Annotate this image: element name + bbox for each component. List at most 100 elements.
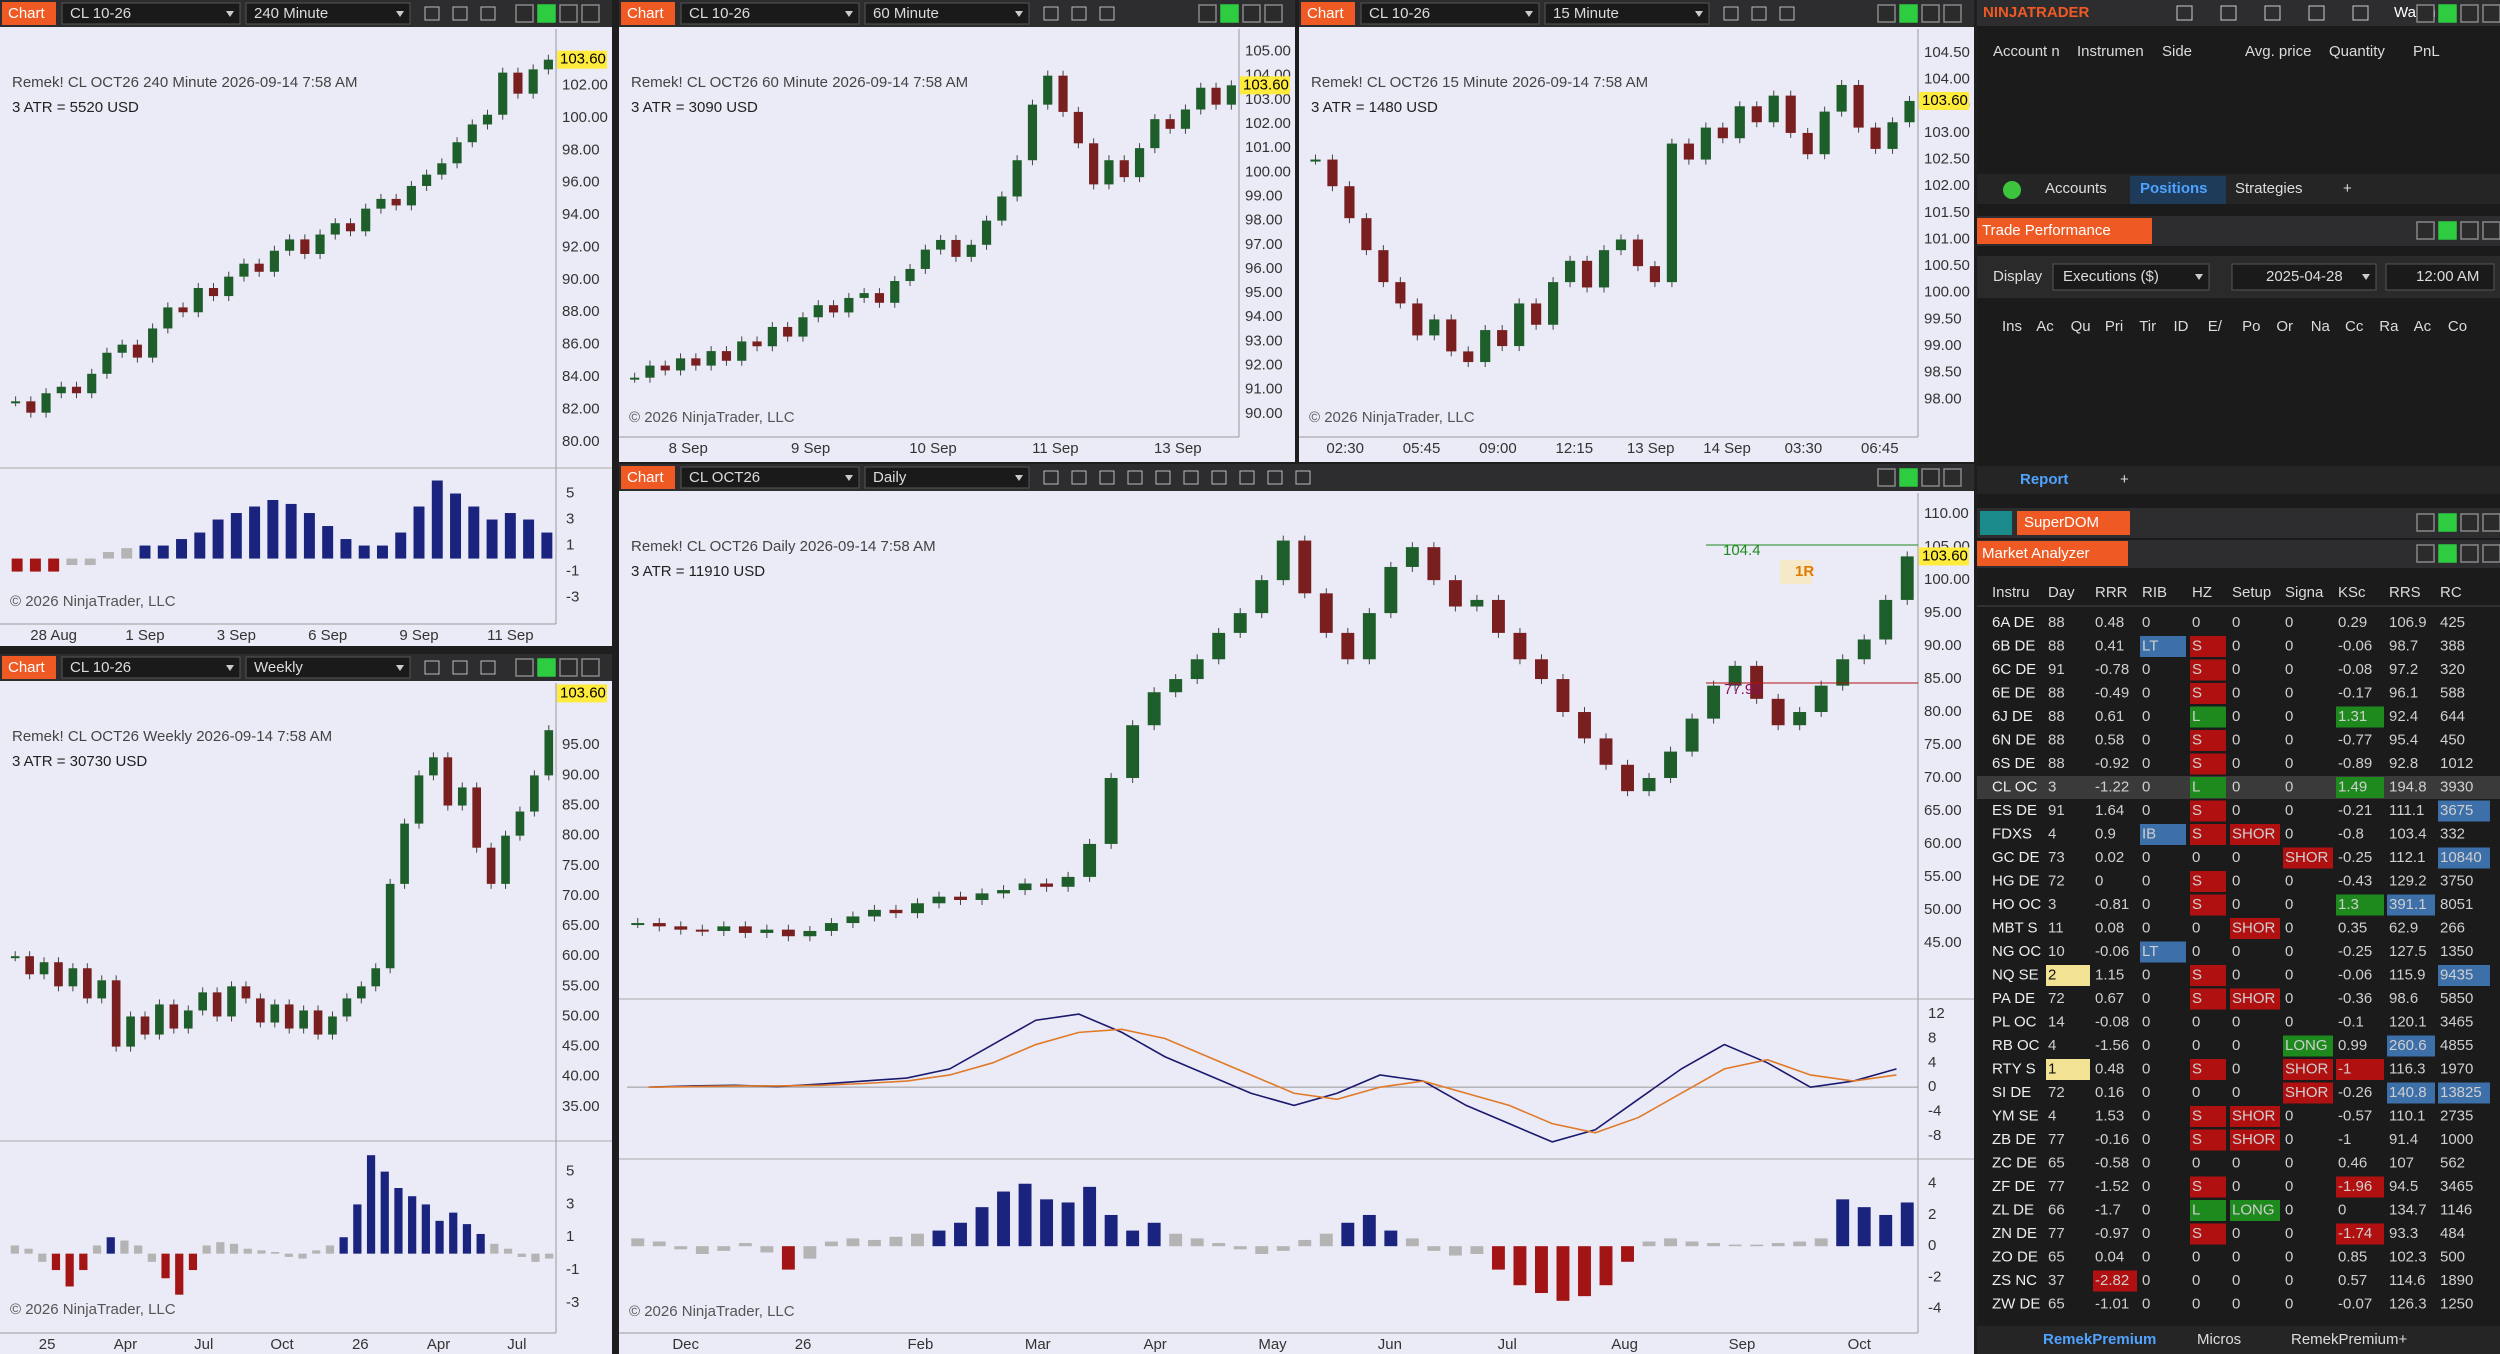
instrument-box[interactable] <box>1360 2 1540 25</box>
window-button[interactable] <box>2460 513 2479 532</box>
dropdown-caret[interactable] <box>1525 11 1533 17</box>
window-button[interactable] <box>2482 221 2500 240</box>
dropdown-caret[interactable] <box>226 665 234 671</box>
ma-tab[interactable]: RemekPremium <box>2043 1331 2156 1348</box>
date-select[interactable] <box>2231 263 2377 291</box>
positions-tab[interactable]: Strategies <box>2235 180 2303 197</box>
toolbar-icon[interactable] <box>1155 470 1171 485</box>
window-button[interactable] <box>559 658 578 677</box>
interval-box[interactable] <box>864 2 1030 25</box>
window-button[interactable] <box>2460 221 2479 240</box>
window-button[interactable] <box>1242 4 1261 23</box>
window-button[interactable] <box>581 4 600 23</box>
window-button[interactable] <box>2438 221 2457 240</box>
window-button[interactable] <box>537 4 556 23</box>
display-select[interactable] <box>2052 263 2210 291</box>
interval-box[interactable] <box>864 466 1030 489</box>
toolbar-icon[interactable] <box>1239 470 1255 485</box>
ma-tab[interactable]: RemekPremium+ <box>2291 1331 2408 1348</box>
toolbar-icon[interactable] <box>452 6 468 21</box>
toolbar-icon[interactable] <box>1779 6 1795 21</box>
window-button[interactable] <box>515 658 534 677</box>
toolbar-icon[interactable] <box>424 6 440 21</box>
chart-tab[interactable] <box>2 2 56 25</box>
interval-box[interactable] <box>245 656 411 679</box>
time-select[interactable] <box>2385 263 2495 291</box>
dropdown-caret[interactable] <box>2195 274 2203 280</box>
chart-tab[interactable] <box>2 656 56 679</box>
toolbar-icon[interactable] <box>1071 6 1087 21</box>
window-button[interactable] <box>1943 4 1962 23</box>
window-button[interactable] <box>2438 4 2457 23</box>
chart-tab[interactable] <box>621 2 675 25</box>
positions-tab[interactable]: Positions <box>2140 180 2208 197</box>
instrument-box[interactable] <box>61 656 241 679</box>
instrument-box[interactable] <box>61 2 241 25</box>
instrument-box[interactable] <box>680 2 860 25</box>
window-button[interactable] <box>2482 513 2500 532</box>
window-button[interactable] <box>2460 544 2479 563</box>
dropdown-caret[interactable] <box>2362 274 2370 280</box>
toolbar-icon[interactable] <box>1099 6 1115 21</box>
report-tab[interactable]: + <box>2120 471 2129 488</box>
interval-box[interactable] <box>1544 2 1710 25</box>
dropdown-caret[interactable] <box>226 11 234 17</box>
positions-tab-active[interactable] <box>2130 176 2226 204</box>
toolbar-icon[interactable] <box>1043 470 1059 485</box>
window-button[interactable] <box>2438 544 2457 563</box>
toolbar-icon[interactable] <box>1183 470 1199 485</box>
toolbar-icon[interactable] <box>1127 470 1143 485</box>
window-button[interactable] <box>1943 468 1962 487</box>
window-button[interactable] <box>1899 468 1918 487</box>
window-button[interactable] <box>2416 544 2435 563</box>
window-button[interactable] <box>1899 4 1918 23</box>
toolbar-icon[interactable] <box>1267 470 1283 485</box>
instrument-box[interactable] <box>680 466 860 489</box>
window-button[interactable] <box>2416 221 2435 240</box>
window-button[interactable] <box>2460 4 2479 23</box>
window-button[interactable] <box>1921 4 1940 23</box>
window-button[interactable] <box>1264 4 1283 23</box>
window-button[interactable] <box>2482 4 2500 23</box>
toolbar-icon[interactable] <box>424 660 440 675</box>
control-icon[interactable] <box>2264 5 2281 21</box>
positions-tab[interactable]: + <box>2343 180 2352 197</box>
toolbar-icon[interactable] <box>1723 6 1739 21</box>
window-button[interactable] <box>559 4 578 23</box>
toolbar-icon[interactable] <box>1751 6 1767 21</box>
positions-tab[interactable]: Accounts <box>2045 180 2107 197</box>
window-button[interactable] <box>2482 544 2500 563</box>
window-button[interactable] <box>581 658 600 677</box>
toolbar-icon[interactable] <box>480 6 496 21</box>
window-button[interactable] <box>2416 513 2435 532</box>
window-button[interactable] <box>537 658 556 677</box>
window-button[interactable] <box>1220 4 1239 23</box>
control-icon[interactable] <box>2308 5 2325 21</box>
dropdown-caret[interactable] <box>845 11 853 17</box>
window-button[interactable] <box>1921 468 1940 487</box>
report-tab[interactable]: Report <box>2020 471 2068 488</box>
dropdown-caret[interactable] <box>1015 475 1023 481</box>
toolbar-icon[interactable] <box>1071 470 1087 485</box>
ma-tab[interactable]: Micros <box>2197 1331 2241 1348</box>
window-button[interactable] <box>1877 4 1896 23</box>
window-button[interactable] <box>2438 513 2457 532</box>
chart-tab[interactable] <box>1301 2 1355 25</box>
dropdown-caret[interactable] <box>1695 11 1703 17</box>
dropdown-caret[interactable] <box>396 665 404 671</box>
window-button[interactable] <box>1877 468 1896 487</box>
window-button[interactable] <box>2416 4 2435 23</box>
control-icon[interactable] <box>2352 5 2369 21</box>
toolbar-icon[interactable] <box>1295 470 1311 485</box>
control-icon[interactable] <box>2220 5 2237 21</box>
chart-tab[interactable] <box>621 466 675 489</box>
dropdown-caret[interactable] <box>396 11 404 17</box>
toolbar-icon[interactable] <box>1099 470 1115 485</box>
interval-box[interactable] <box>245 2 411 25</box>
window-button[interactable] <box>515 4 534 23</box>
dropdown-caret[interactable] <box>1015 11 1023 17</box>
window-button[interactable] <box>1198 4 1217 23</box>
toolbar-icon[interactable] <box>1211 470 1227 485</box>
toolbar-icon[interactable] <box>480 660 496 675</box>
control-icon[interactable] <box>2176 5 2193 21</box>
